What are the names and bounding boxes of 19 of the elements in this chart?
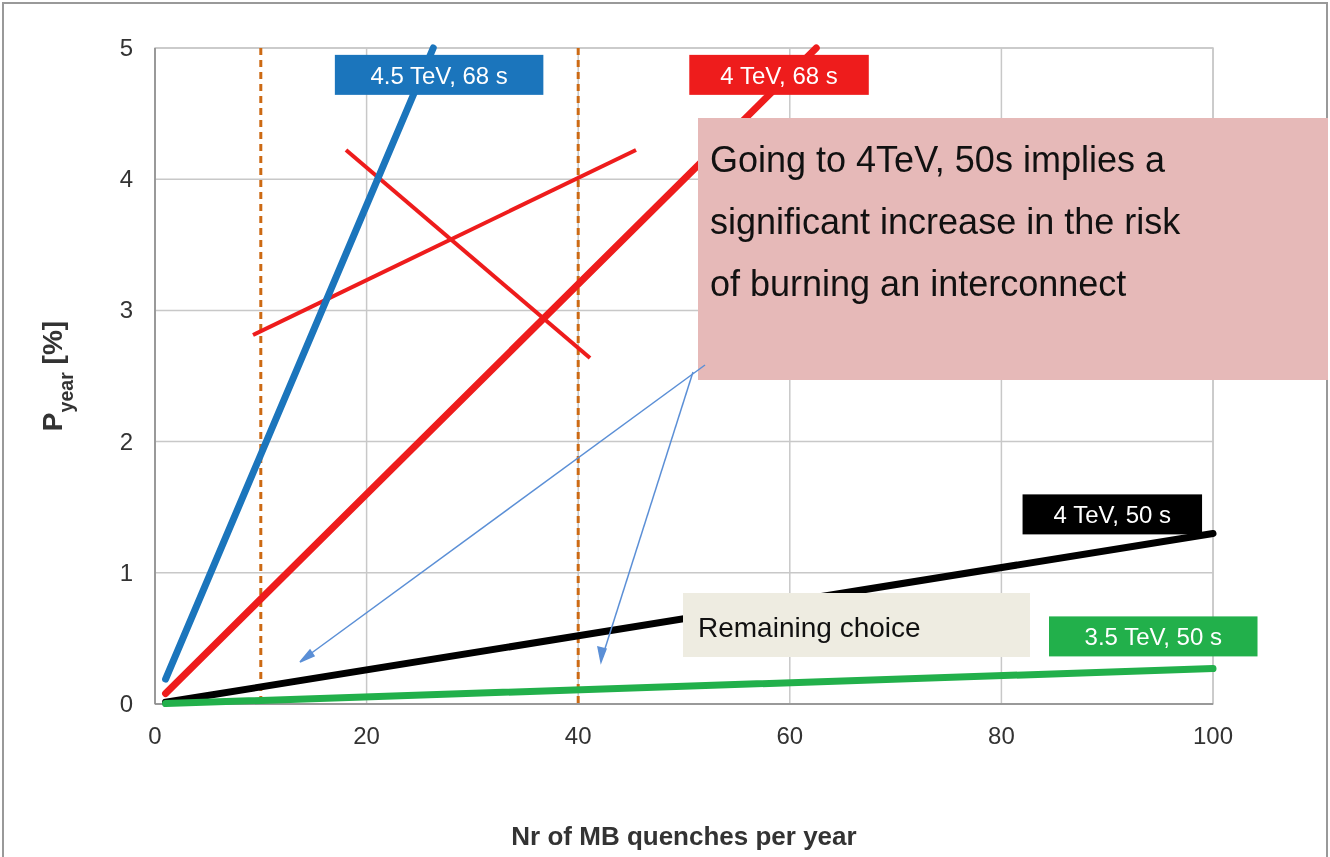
- y-tick-label: 4: [119, 165, 133, 193]
- series-label: 4 TeV, 68 s: [720, 61, 838, 89]
- x-tick-label: 80: [988, 722, 1015, 749]
- y-tick-label: 5: [119, 34, 133, 61]
- y-tick-label: 0: [119, 690, 133, 717]
- annotation: Remaining choice: [698, 612, 921, 643]
- x-tick-label: 20: [353, 722, 380, 749]
- series-label: 3.5 TeV, 50 s: [1084, 623, 1222, 651]
- y-tick-label: 1: [119, 558, 133, 586]
- x-tick-label: 60: [776, 722, 804, 749]
- series-label: 4.5 TeV, 68 s: [370, 61, 508, 89]
- x-tick-label: 0: [148, 722, 162, 749]
- x-axis-title: Nr of MB quenches per year: [511, 821, 857, 851]
- x-tick-label: 40: [564, 722, 592, 749]
- y-tick-label: 3: [119, 296, 133, 324]
- series-label: 4 TeV, 50 s: [1053, 501, 1172, 529]
- y-tick-label: 2: [119, 427, 133, 455]
- annotation: Going to 4TeV, 50s implies a significant increase in the risk of burning an interconnect: [710, 139, 1182, 304]
- x-tick-label: 100: [1192, 722, 1234, 749]
